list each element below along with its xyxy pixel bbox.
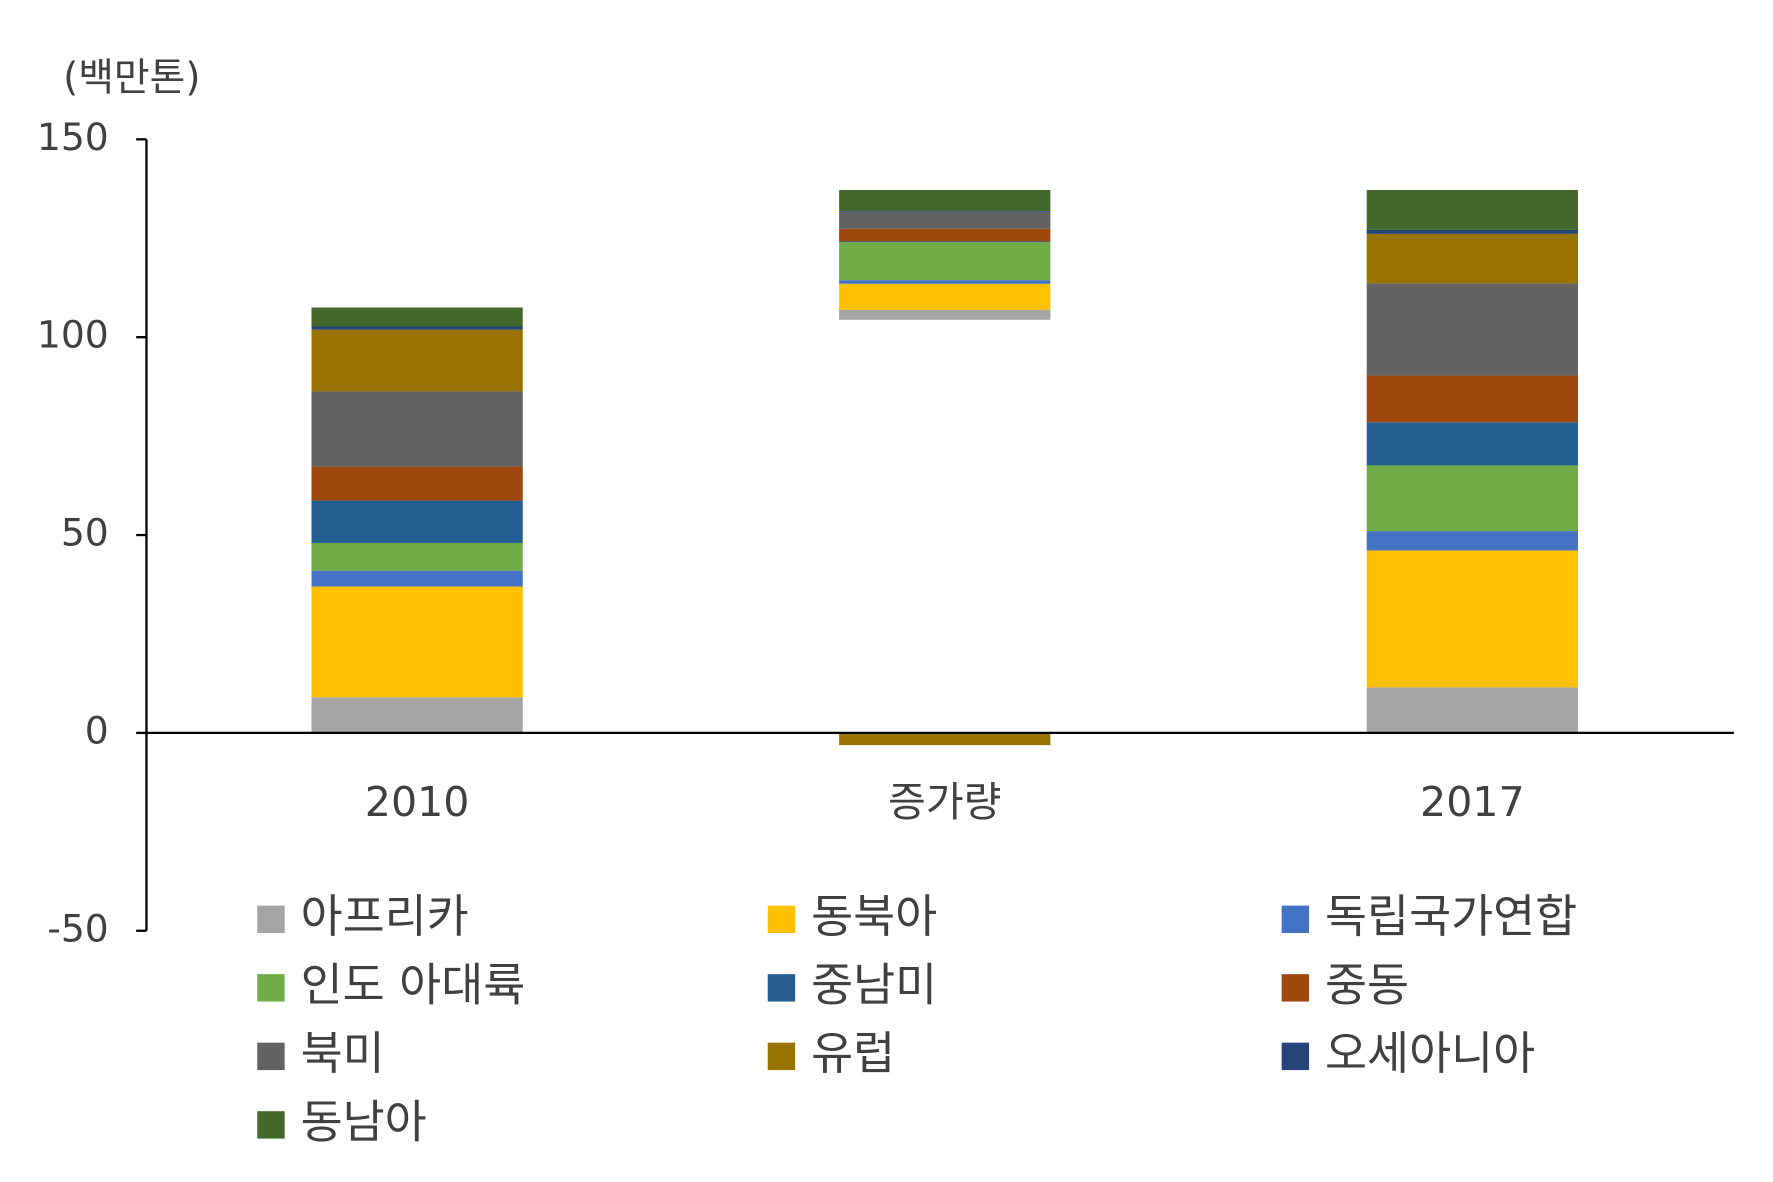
y-tick-label: 100 — [37, 313, 109, 357]
legend-swatch — [257, 1111, 285, 1139]
legend-label: 북미 — [301, 1027, 385, 1080]
bar-segment — [1366, 189, 1578, 230]
bar-segment — [311, 586, 523, 698]
bar-segment — [311, 697, 523, 733]
legend-swatch — [767, 974, 796, 1002]
bar-segment — [839, 309, 1051, 320]
bar-segment — [839, 241, 1051, 243]
bar-segment — [1366, 229, 1578, 234]
bar-segment — [1366, 375, 1578, 423]
bar-segment — [1366, 422, 1578, 466]
bar-segment — [839, 210, 1051, 212]
legend-label: 인도 아대륙 — [301, 958, 526, 1011]
x-tick-label: 증가량 — [888, 778, 1001, 826]
bar-segment — [1366, 687, 1578, 733]
bar-segment — [311, 326, 523, 330]
legend-swatch — [767, 905, 796, 934]
legend-swatch — [257, 905, 285, 934]
bar-segment — [311, 307, 523, 327]
x-tick-label: 2010 — [365, 778, 470, 826]
legend-swatch — [257, 974, 285, 1002]
y-axis-label: (백만톤) — [63, 55, 200, 100]
legend-label: 동북아 — [811, 890, 937, 943]
bar-segment — [839, 228, 1051, 242]
legend-label: 유럽 — [811, 1027, 895, 1080]
legend-swatch — [1281, 1042, 1310, 1071]
legend-label: 오세아니아 — [1325, 1027, 1535, 1080]
bar-segment — [311, 329, 523, 392]
bar-segment — [839, 189, 1051, 211]
bar-segment — [839, 280, 1051, 284]
bar-segment — [311, 500, 523, 543]
x-tick-label: 2017 — [1420, 778, 1525, 826]
bar-segment — [839, 211, 1051, 229]
bar-segment — [311, 542, 523, 571]
legend-label: 중동 — [1325, 958, 1409, 1011]
legend-label: 중남미 — [811, 958, 937, 1011]
bar-segment — [1366, 531, 1578, 551]
bar-segment — [839, 283, 1051, 310]
legend-label: 독립국가연합 — [1325, 890, 1577, 943]
y-tick-label: 0 — [85, 708, 109, 752]
y-tick-label: -50 — [47, 906, 109, 950]
bar-segment — [311, 391, 523, 467]
bar-segment — [1366, 465, 1578, 532]
bar-segment — [1366, 550, 1578, 688]
bar-segment — [311, 570, 523, 587]
legend-swatch — [1281, 905, 1310, 934]
legend-label: 아프리카 — [301, 890, 469, 943]
legend-label: 동남아 — [301, 1095, 427, 1148]
legend-swatch — [257, 1042, 285, 1071]
bar-segment — [839, 732, 1051, 746]
bar-segment — [311, 466, 523, 501]
bar-segment — [1366, 283, 1578, 376]
bar-segment — [1366, 233, 1578, 284]
y-tick-label: 50 — [61, 511, 109, 555]
legend-swatch — [767, 1042, 796, 1071]
y-tick-label: 150 — [37, 115, 109, 159]
legend-swatch — [1281, 974, 1310, 1002]
bar-segment — [839, 242, 1051, 281]
